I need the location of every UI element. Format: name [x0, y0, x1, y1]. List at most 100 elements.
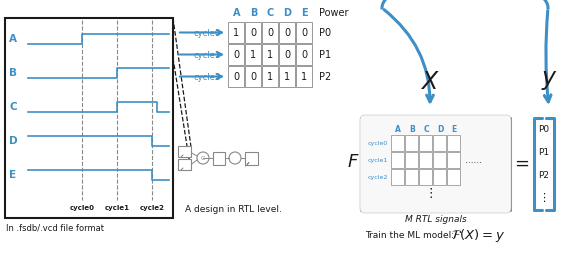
Bar	[447, 152, 460, 168]
Bar	[405, 135, 418, 151]
Bar	[296, 22, 312, 43]
Bar	[213, 152, 225, 165]
Bar	[447, 169, 460, 185]
Text: cycle0: cycle0	[70, 205, 94, 211]
Text: 1: 1	[267, 72, 273, 82]
Text: 0: 0	[437, 156, 442, 165]
Text: 1: 1	[284, 72, 290, 82]
Text: $y$: $y$	[541, 68, 558, 92]
Text: cycle1: cycle1	[194, 51, 221, 60]
Bar	[245, 66, 261, 87]
Text: 0: 0	[250, 72, 256, 82]
Bar	[391, 169, 404, 185]
Text: 0: 0	[233, 72, 239, 82]
Text: ⋮: ⋮	[425, 188, 437, 200]
Text: ⋮: ⋮	[539, 194, 550, 203]
Text: 0: 0	[451, 156, 456, 165]
Text: E: E	[249, 156, 253, 161]
Text: A: A	[183, 150, 187, 155]
Text: A: A	[395, 126, 401, 135]
Text: 0: 0	[284, 28, 290, 37]
Text: C: C	[267, 8, 274, 18]
Bar	[5, 18, 173, 218]
Text: cycle0: cycle0	[194, 28, 221, 37]
Text: C: C	[423, 126, 429, 135]
Text: D: D	[283, 8, 291, 18]
Bar	[419, 152, 432, 168]
Bar	[279, 22, 295, 43]
Bar	[245, 44, 261, 65]
Text: In .fsdb/.vcd file format: In .fsdb/.vcd file format	[6, 224, 104, 233]
Text: M RTL signals: M RTL signals	[404, 215, 467, 224]
Text: 1: 1	[233, 28, 239, 37]
Text: ……: ……	[465, 156, 482, 165]
Text: 1: 1	[395, 138, 400, 147]
Text: C: C	[201, 156, 205, 161]
Text: 1: 1	[423, 173, 428, 182]
Text: B: B	[409, 126, 415, 135]
Bar	[405, 169, 418, 185]
Bar	[433, 135, 446, 151]
Text: 0: 0	[395, 173, 400, 182]
Text: cycle1: cycle1	[104, 205, 130, 211]
Text: D: D	[217, 156, 221, 161]
Text: A design in RTL level.: A design in RTL level.	[185, 206, 282, 215]
Text: 1: 1	[437, 173, 442, 182]
Text: cycle1: cycle1	[368, 158, 388, 163]
Bar	[178, 146, 191, 157]
Text: 1: 1	[409, 156, 414, 165]
Bar	[262, 44, 278, 65]
Text: C: C	[9, 102, 17, 112]
Text: 1: 1	[267, 49, 273, 60]
Bar	[391, 152, 404, 168]
Text: P0: P0	[319, 28, 331, 37]
Bar	[228, 22, 244, 43]
Text: P2: P2	[319, 72, 331, 82]
Bar	[405, 152, 418, 168]
Text: 1: 1	[250, 49, 256, 60]
Text: $F$: $F$	[347, 153, 359, 171]
Text: P1: P1	[319, 49, 331, 60]
Text: D: D	[9, 136, 18, 146]
Text: 0: 0	[395, 156, 400, 165]
Text: E: E	[9, 170, 16, 180]
Bar	[228, 66, 244, 87]
FancyBboxPatch shape	[360, 115, 511, 213]
Text: 0: 0	[409, 138, 414, 147]
Text: 0: 0	[423, 138, 428, 147]
Bar	[419, 169, 432, 185]
Text: P2: P2	[539, 171, 550, 180]
Text: B: B	[250, 8, 257, 18]
Text: 0: 0	[284, 49, 290, 60]
Text: $\mathcal{F}(X) = y$: $\mathcal{F}(X) = y$	[451, 227, 505, 244]
Bar	[391, 135, 404, 151]
Bar	[279, 66, 295, 87]
Bar	[279, 44, 295, 65]
Text: 1: 1	[423, 156, 428, 165]
Text: E: E	[301, 8, 308, 18]
Text: 0: 0	[250, 28, 256, 37]
Text: B: B	[183, 162, 187, 167]
Bar	[245, 22, 261, 43]
Text: =: =	[514, 155, 529, 173]
Bar	[262, 22, 278, 43]
Text: cycle2: cycle2	[368, 175, 388, 180]
Text: A: A	[233, 8, 240, 18]
Text: A: A	[9, 34, 17, 44]
Text: D: D	[437, 126, 443, 135]
Text: P1: P1	[539, 148, 550, 157]
Text: 0: 0	[233, 49, 239, 60]
Text: 0: 0	[301, 49, 307, 60]
Text: P0: P0	[539, 125, 550, 134]
Bar	[296, 66, 312, 87]
Bar	[419, 135, 432, 151]
Bar	[178, 159, 191, 170]
Text: B: B	[9, 68, 17, 78]
Text: $X$: $X$	[420, 70, 440, 94]
Text: 0: 0	[451, 138, 456, 147]
Bar	[447, 135, 460, 151]
Text: 0: 0	[409, 173, 414, 182]
Text: Train the ML model:: Train the ML model:	[365, 230, 454, 239]
Text: Power: Power	[319, 8, 348, 18]
Text: 0: 0	[301, 28, 307, 37]
